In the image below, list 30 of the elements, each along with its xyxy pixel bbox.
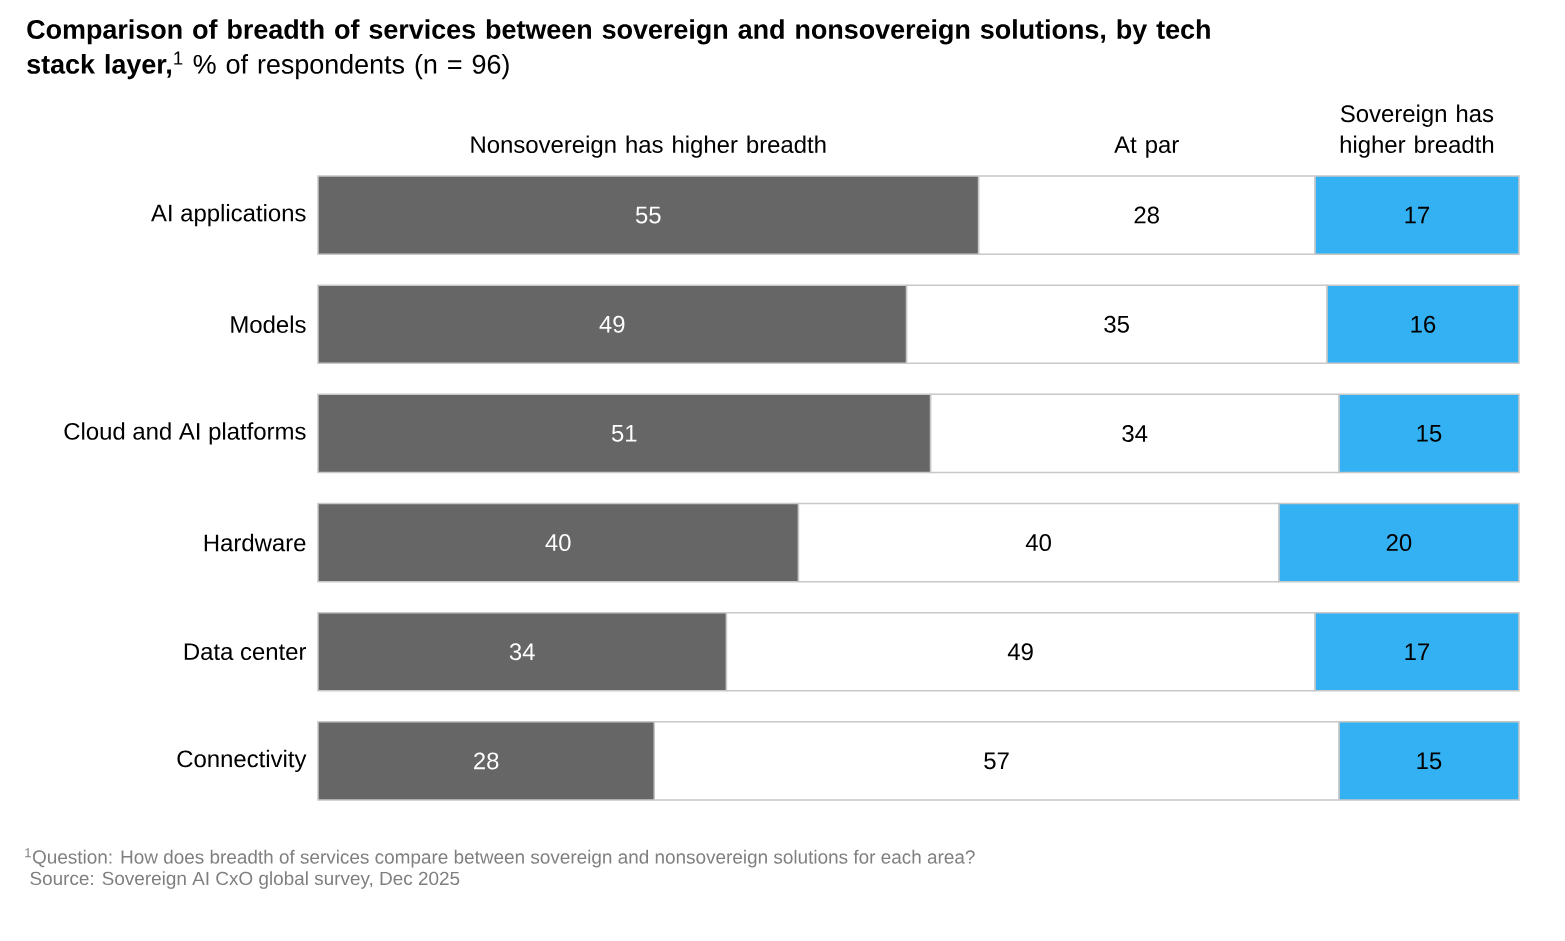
y-tick-label: Hardware bbox=[204, 533, 306, 552]
series-label: Nonsovereign has higher breadth bbox=[471, 135, 826, 158]
y-tick-label: Connectivity bbox=[177, 749, 307, 773]
data-label: 20 bbox=[1386, 534, 1412, 552]
series-label: Sovereign has higher breadth bbox=[1340, 104, 1494, 158]
text: $^{1}$Question: How does breadth of services compare between sovereign and nonsovereign solutions for each area? bbox=[25, 848, 975, 868]
data-label: 49 bbox=[599, 315, 625, 333]
data-label: 57 bbox=[984, 752, 1009, 770]
data-label: 40 bbox=[545, 534, 571, 552]
data-label: 51 bbox=[611, 425, 637, 442]
data-label: 49 bbox=[1007, 643, 1033, 661]
data-label: 55 bbox=[635, 206, 661, 224]
text: Source: Sovereign AI CxO global survey, Dec 2025 bbox=[30, 871, 460, 889]
chart-title: Comparison of breadth of services between sovereign and nonsovereign solutions, by tech stack layer,$^{1}$ % of respondents (n = 96) bbox=[27, 19, 1210, 80]
data-label: 15 bbox=[1417, 752, 1442, 770]
data-label: 28 bbox=[1134, 206, 1159, 224]
data-label: 28 bbox=[474, 752, 499, 770]
series-label: At par bbox=[1114, 136, 1179, 158]
data-label: 40 bbox=[1025, 534, 1051, 552]
data-label: 34 bbox=[1122, 424, 1148, 442]
data-label: 16 bbox=[1411, 315, 1436, 333]
data-label: 17 bbox=[1405, 206, 1430, 224]
data-label: 35 bbox=[1104, 315, 1129, 333]
data-label: 17 bbox=[1405, 643, 1430, 660]
y-tick-label: AI applications bbox=[151, 203, 306, 227]
y-tick-label: Cloud and AI platforms bbox=[64, 422, 306, 445]
data-label: 15 bbox=[1417, 425, 1442, 442]
y-tick-label: Models bbox=[231, 315, 306, 334]
y-tick-label: Data center bbox=[184, 643, 307, 661]
data-label: 34 bbox=[509, 643, 535, 661]
